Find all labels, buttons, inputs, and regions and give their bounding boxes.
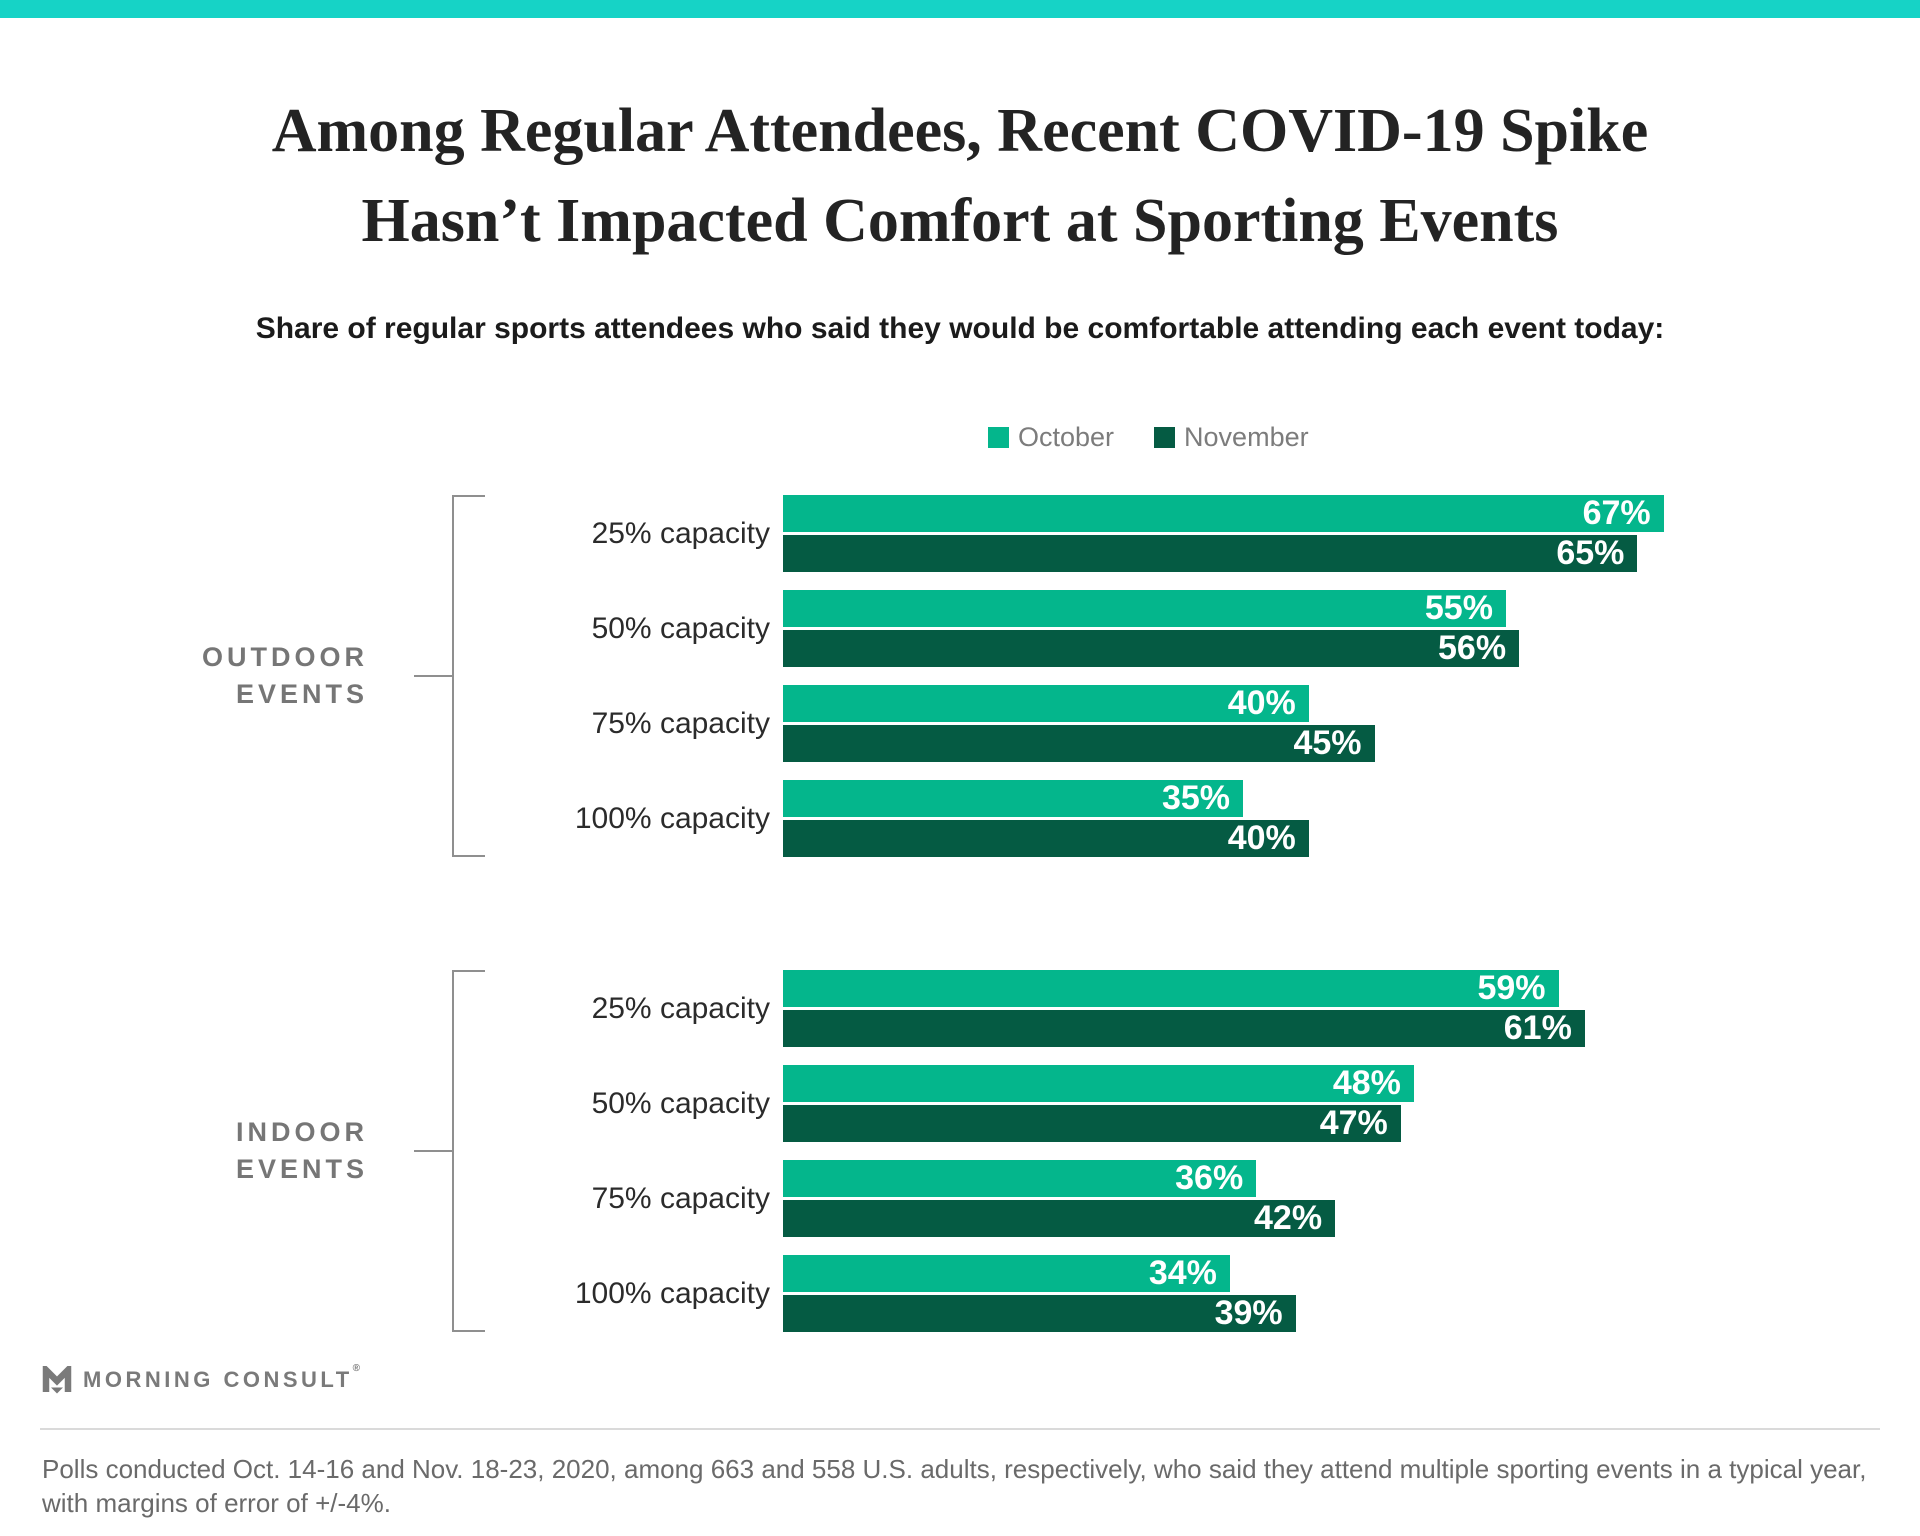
bar-pair: 40% 45% bbox=[783, 684, 1920, 762]
chart-row: 100% capacity 35% 40% bbox=[0, 779, 1920, 857]
bar-value-label: 67% bbox=[1582, 494, 1651, 532]
bar-group-indoor-events: INDOOR EVENTS 25% capacity 59% 61% 50% capac… bbox=[0, 969, 1920, 1332]
bar-group-outdoor-events: OUTDOOR EVENTS 25% capacity 67% 65% 50% capa… bbox=[0, 494, 1920, 857]
chart-row: 25% capacity 67% 65% bbox=[0, 494, 1920, 572]
legend-item-november: November bbox=[1154, 422, 1309, 453]
bar-value-label: 59% bbox=[1477, 969, 1546, 1007]
bar-value-label: 35% bbox=[1161, 779, 1231, 817]
bar-november-100pct: 40% bbox=[783, 819, 1309, 857]
page-title: Among Regular Attendees, Recent COVID-19… bbox=[0, 86, 1920, 266]
bar-pair: 48% 47% bbox=[783, 1064, 1920, 1142]
legend-item-october: October bbox=[988, 422, 1114, 453]
footer-divider bbox=[40, 1428, 1880, 1430]
bar-value-label: 48% bbox=[1332, 1064, 1401, 1102]
category-label: 75% capacity bbox=[591, 706, 770, 740]
chart-row: 75% capacity 36% 42% bbox=[0, 1159, 1920, 1237]
bar-pair: 59% 61% bbox=[783, 969, 1920, 1047]
bar-value-label: 61% bbox=[1503, 1009, 1572, 1047]
bar-pair: 55% 56% bbox=[783, 589, 1920, 667]
bar-pair: 34% 39% bbox=[783, 1254, 1920, 1332]
category-label: 25% capacity bbox=[591, 516, 770, 550]
bar-november-100pct: 39% bbox=[783, 1294, 1296, 1332]
november-swatch-icon bbox=[1154, 427, 1176, 448]
page-title-line2: Hasn’t Impacted Comfort at Sporting Even… bbox=[361, 187, 1559, 255]
group-label-line: EVENTS bbox=[235, 1154, 368, 1184]
group-label-line: INDOOR bbox=[236, 1117, 368, 1147]
bar-october-75pct: 36% bbox=[783, 1159, 1257, 1197]
bar-value-label: 42% bbox=[1254, 1199, 1323, 1237]
category-label: 25% capacity bbox=[591, 991, 770, 1025]
chart-row: 100% capacity 34% 39% bbox=[0, 1254, 1920, 1332]
logo-text: MORNING CONSULT® bbox=[83, 1363, 364, 1392]
category-label: 50% capacity bbox=[591, 1086, 770, 1120]
chart-row: 25% capacity 59% 61% bbox=[0, 969, 1920, 1047]
category-label: 50% capacity bbox=[591, 611, 770, 645]
bar-value-label: 34% bbox=[1148, 1254, 1217, 1292]
page-title-line1: Among Regular Attendees, Recent COVID-19… bbox=[271, 97, 1649, 165]
october-swatch-icon bbox=[988, 427, 1009, 448]
bracket-connector bbox=[414, 1150, 454, 1152]
group-bracket bbox=[452, 495, 485, 857]
chart-row: 50% capacity 48% 47% bbox=[0, 1064, 1920, 1142]
bar-october-50pct: 55% bbox=[783, 589, 1506, 627]
category-label: 100% capacity bbox=[574, 801, 770, 835]
chart-legend: October November bbox=[988, 422, 1309, 453]
category-label: 100% capacity bbox=[574, 1276, 770, 1310]
bar-october-100pct: 35% bbox=[783, 779, 1244, 817]
bar-november-75pct: 42% bbox=[783, 1199, 1336, 1237]
bar-value-label: 65% bbox=[1556, 534, 1625, 572]
chart-subtitle: Share of regular sports attendees who sa… bbox=[255, 312, 1665, 345]
group-label-line: EVENTS bbox=[235, 679, 368, 709]
category-label: 75% capacity bbox=[591, 1181, 770, 1215]
bar-october-50pct: 48% bbox=[783, 1064, 1414, 1102]
bar-value-label: 47% bbox=[1319, 1104, 1388, 1142]
bar-value-label: 40% bbox=[1227, 684, 1296, 722]
legend-label-october: October bbox=[1018, 422, 1115, 452]
group-bracket bbox=[452, 970, 485, 1332]
accent-top-bar bbox=[0, 0, 1920, 18]
registered-mark: ® bbox=[352, 1363, 364, 1374]
bar-pair: 35% 40% bbox=[783, 779, 1920, 857]
chart-row: 50% capacity 55% 56% bbox=[0, 589, 1920, 667]
bar-november-75pct: 45% bbox=[783, 724, 1375, 762]
bar-october-100pct: 34% bbox=[783, 1254, 1230, 1292]
legend-label-november: November bbox=[1184, 422, 1309, 452]
source-note: Polls conducted Oct. 14-16 and Nov. 18-2… bbox=[42, 1454, 1867, 1518]
group-label-line: OUTDOOR bbox=[202, 642, 368, 672]
group-label-indoor-events: INDOOR EVENTS bbox=[0, 1114, 368, 1188]
group-label-outdoor-events: OUTDOOR EVENTS bbox=[0, 639, 368, 713]
bar-november-50pct: 56% bbox=[783, 629, 1520, 667]
bar-pair: 67% 65% bbox=[783, 494, 1920, 572]
chart-row: 75% capacity 40% 45% bbox=[0, 684, 1920, 762]
bar-october-75pct: 40% bbox=[783, 684, 1309, 722]
bar-november-50pct: 47% bbox=[783, 1104, 1401, 1142]
bracket-connector bbox=[414, 675, 454, 677]
bar-value-label: 56% bbox=[1438, 629, 1507, 667]
bar-value-label: 55% bbox=[1424, 589, 1493, 627]
bar-value-label: 39% bbox=[1214, 1294, 1283, 1332]
morning-consult-logo: MORNING CONSULT® bbox=[42, 1363, 364, 1394]
bar-value-label: 40% bbox=[1227, 819, 1296, 857]
bar-october-25pct: 59% bbox=[783, 969, 1559, 1007]
bar-november-25pct: 61% bbox=[783, 1009, 1585, 1047]
bar-pair: 36% 42% bbox=[783, 1159, 1920, 1237]
bar-october-25pct: 67% bbox=[783, 494, 1664, 532]
morning-consult-m-icon bbox=[42, 1366, 72, 1394]
bar-value-label: 45% bbox=[1293, 724, 1362, 762]
bar-value-label: 36% bbox=[1175, 1159, 1244, 1197]
bar-november-25pct: 65% bbox=[783, 534, 1638, 572]
